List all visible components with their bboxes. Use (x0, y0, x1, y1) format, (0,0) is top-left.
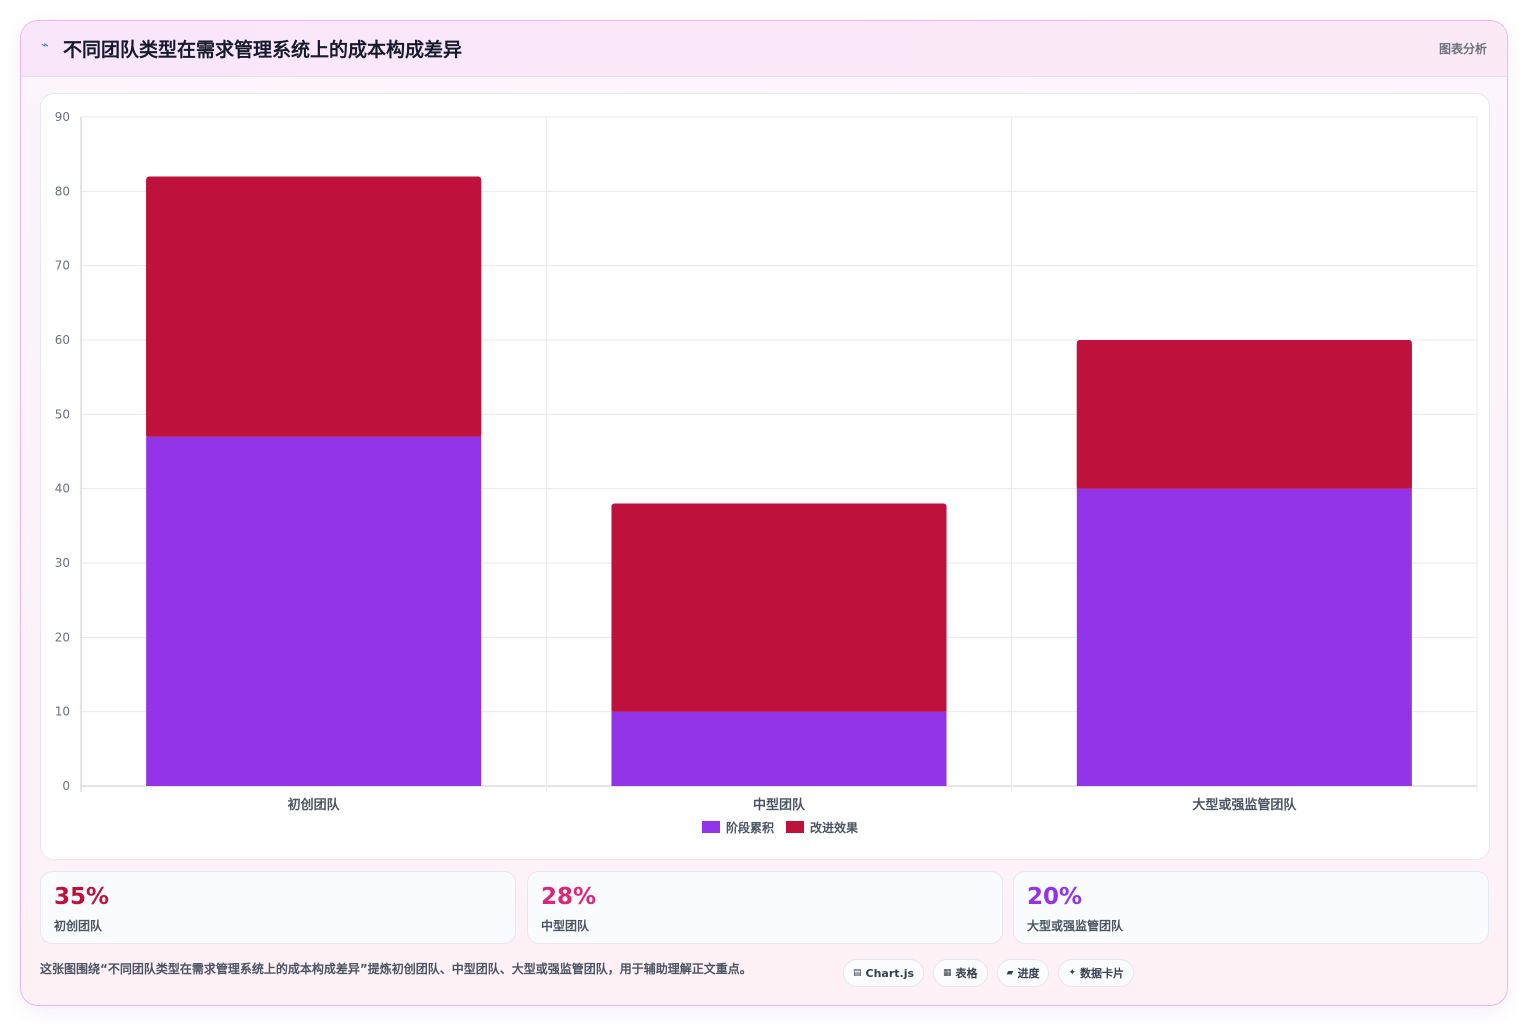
stat-card-startup: 35% 初创团队 (40, 871, 516, 944)
y-tick-label: 0 (62, 779, 70, 793)
stat-card-midsize: 28% 中型团队 (527, 871, 1003, 944)
y-tick-label: 90 (55, 110, 70, 124)
chart-panel: 0 10 20 30 40 50 60 70 80 90 初创团队 中型团队 大型或强监管团队阶段累积 改… (40, 93, 1490, 860)
chip-table[interactable]: ▦ 表格 (933, 959, 988, 987)
y-tick-label: 10 (55, 705, 70, 719)
bar-segment-fill (611, 507, 947, 712)
stat-label: 中型团队 (541, 919, 590, 933)
x-tick-label: 初创团队 (288, 797, 341, 813)
legend-label: 改进效果 (810, 820, 858, 835)
progress-icon: ▰ (1006, 968, 1014, 978)
x-tick-label: 中型团队 (753, 797, 806, 813)
stat-label: 大型或强监管团队 (1027, 919, 1124, 933)
legend-label: 阶段累积 (726, 820, 774, 835)
bar-segment-fill (1076, 344, 1412, 489)
chip-label: 进度 (1017, 967, 1040, 980)
card-icon: ✦ (1068, 968, 1077, 978)
stat-value: 35% (54, 884, 110, 910)
chart-caption: 这张图围绕“不同团队类型在需求管理系统上的成本构成差异”提炼初创团队、中型团队、… (40, 962, 752, 976)
y-tick-label: 70 (55, 259, 70, 273)
chart-card: ⌁ 不同团队类型在需求管理系统上的成本构成差异 图表分析 0 10 20 30 40 50… (20, 20, 1508, 1006)
y-tick-label: 50 (55, 407, 70, 421)
stat-value: 28% (541, 884, 597, 910)
y-tick-label: 40 (55, 482, 70, 496)
chart-analysis-tag: 图表分析 (1438, 42, 1487, 56)
chip-label: Chart.js (865, 966, 915, 980)
legend-swatch (786, 821, 804, 833)
legend-swatch (702, 821, 720, 833)
bar-segment (146, 436, 482, 786)
stat-card-enterprise: 20% 大型或强监管团队 (1013, 871, 1489, 944)
table-icon: ▦ (943, 968, 952, 978)
x-tick-label: 大型或强监管团队 (1192, 797, 1297, 813)
stat-label: 初创团队 (54, 919, 103, 933)
stat-value: 20% (1027, 884, 1083, 910)
chip-chartjs[interactable]: ▤ Chart.js (843, 959, 925, 987)
y-tick-label: 30 (55, 556, 70, 570)
chart-icon: ▤ (853, 968, 862, 978)
bar-segment (1076, 488, 1412, 786)
chip-progress[interactable]: ▰ 进度 (996, 959, 1050, 987)
y-tick-label: 60 (55, 333, 70, 347)
y-tick-label: 80 (55, 184, 70, 198)
chip-label: 表格 (955, 967, 978, 980)
bar-segment-fill (146, 180, 482, 437)
y-tick-label: 20 (55, 630, 70, 644)
chip-label: 数据卡片 (1080, 967, 1125, 980)
feature-chips: ▤ Chart.js ▦ 表格 ▰ 进度 ✦ 数据卡片 (843, 959, 1135, 987)
chip-data-card[interactable]: ✦ 数据卡片 (1058, 959, 1135, 987)
card-header: ⌁ 不同团队类型在需求管理系统上的成本构成差异 图表分析 (21, 21, 1507, 77)
bar-segment (611, 711, 947, 786)
chart-title: 不同团队类型在需求管理系统上的成本构成差异 (63, 39, 463, 61)
trend-line-icon: ⌁ (41, 38, 49, 53)
